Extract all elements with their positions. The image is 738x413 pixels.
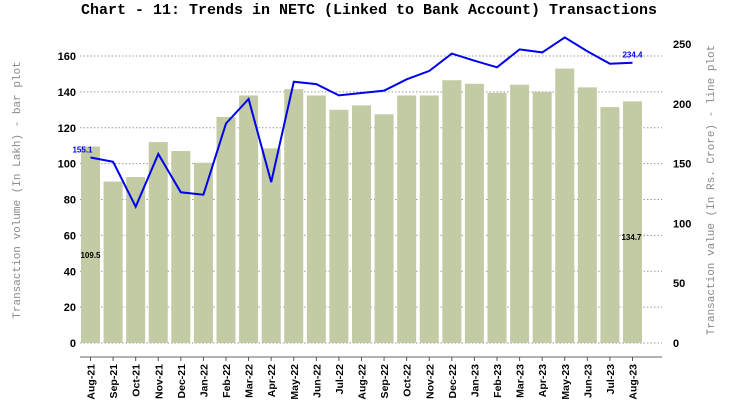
bar bbox=[442, 80, 462, 343]
bar bbox=[261, 148, 281, 343]
bar bbox=[126, 177, 146, 343]
bar-series bbox=[81, 68, 642, 344]
right-axis-tick-label: 50 bbox=[673, 278, 685, 290]
x-axis-tick-label: Aug-21 bbox=[86, 364, 98, 400]
x-axis-tick-label: Jan-22 bbox=[198, 364, 210, 397]
x-axis-tick-label: Nov-22 bbox=[424, 364, 436, 399]
x-axis-tick-label: Oct-22 bbox=[402, 364, 414, 397]
left-axis-tick-label: 80 bbox=[64, 195, 76, 207]
bar bbox=[193, 162, 213, 343]
bar bbox=[352, 105, 371, 343]
x-axis-tick-label: Jul-23 bbox=[605, 364, 617, 395]
right-axis-tick-label: 250 bbox=[673, 39, 691, 51]
x-axis-tick-label: Aug-22 bbox=[357, 364, 369, 400]
right-axis-tick-label: 150 bbox=[673, 159, 691, 171]
bar bbox=[487, 92, 507, 343]
left-axis-tick-label: 40 bbox=[64, 266, 76, 278]
left-axis-tick-label: 100 bbox=[58, 159, 76, 171]
x-axis-tick-label: May-22 bbox=[289, 364, 301, 400]
x-axis-tick-label: Jun-23 bbox=[582, 364, 594, 398]
bar bbox=[306, 95, 326, 344]
x-axis-tick-label: Jan-23 bbox=[469, 364, 481, 397]
left-axis-tick-label: 20 bbox=[64, 302, 76, 314]
x-axis-tick-label: Sep-21 bbox=[108, 364, 120, 399]
x-axis-tick-label: Nov-21 bbox=[153, 364, 165, 399]
x-axis-tick-label: Mar-23 bbox=[515, 364, 527, 398]
bar bbox=[419, 95, 439, 344]
bar bbox=[397, 95, 417, 344]
x-axis-tick-label: Dec-21 bbox=[176, 364, 188, 399]
x-axis-tick-label: Dec-22 bbox=[447, 364, 459, 399]
left-axis-tick-label: 120 bbox=[58, 123, 76, 135]
left-axis-tick-label: 140 bbox=[58, 87, 76, 99]
bar bbox=[148, 142, 168, 343]
line-series bbox=[90, 36, 633, 210]
data-labels: 155.1 234.4 109.5 134.7 bbox=[72, 51, 643, 260]
x-axis-tick-label: Apr-23 bbox=[537, 364, 549, 397]
axes: 0 20 40 60 80 100 120 140 160 0 50 100 150 200 250 Aug-… bbox=[12, 39, 718, 400]
left-axis-tick-label: 60 bbox=[64, 230, 76, 242]
bar-data-label: 134.7 bbox=[621, 233, 642, 242]
bar bbox=[239, 95, 259, 344]
x-axis-tick-label: Mar-22 bbox=[244, 364, 256, 398]
left-axis-tick-label: 0 bbox=[70, 338, 76, 350]
x-axis-tick-label: May-23 bbox=[560, 364, 572, 400]
bar bbox=[510, 84, 530, 343]
bar bbox=[171, 151, 191, 343]
x-axis-tick-label: Feb-22 bbox=[221, 364, 233, 398]
x-axis-tick-label: Jun-22 bbox=[311, 364, 323, 398]
bar bbox=[329, 109, 349, 343]
value-line bbox=[90, 36, 633, 210]
bar bbox=[81, 146, 100, 343]
line-data-label: 234.4 bbox=[622, 51, 643, 60]
bar bbox=[555, 68, 575, 344]
bar bbox=[600, 107, 620, 343]
left-axis-title: Transaction volume (In Lakh) - bar plot bbox=[12, 61, 24, 318]
bar bbox=[374, 114, 394, 343]
bar bbox=[103, 181, 123, 343]
x-axis-tick-label: Apr-22 bbox=[266, 364, 278, 397]
bar bbox=[577, 87, 597, 343]
right-axis-tick-label: 0 bbox=[673, 338, 679, 350]
right-axis-tick-label: 200 bbox=[673, 99, 691, 111]
bar-data-label: 109.5 bbox=[80, 251, 101, 260]
line-data-label: 155.1 bbox=[72, 146, 93, 155]
x-axis-tick-label: Jul-22 bbox=[334, 364, 346, 395]
x-axis-tick-label: Sep-22 bbox=[379, 364, 391, 399]
chart-title: Chart - 11: Trends in NETC (Linked to Ba… bbox=[80, 2, 658, 19]
bar bbox=[623, 101, 642, 344]
right-axis-tick-label: 100 bbox=[673, 218, 691, 230]
x-axis-tick-label: Feb-23 bbox=[492, 364, 504, 398]
x-axis-tick-label: Aug-23 bbox=[628, 364, 640, 400]
bar bbox=[532, 91, 552, 343]
left-axis-tick-label: 160 bbox=[58, 51, 76, 63]
bar bbox=[464, 83, 484, 343]
right-axis-title: Transaction value (In Rs. Crore) - line … bbox=[706, 45, 718, 335]
bar bbox=[216, 116, 236, 343]
x-axis-tick-label: Oct-21 bbox=[131, 364, 143, 397]
bar bbox=[284, 89, 304, 343]
